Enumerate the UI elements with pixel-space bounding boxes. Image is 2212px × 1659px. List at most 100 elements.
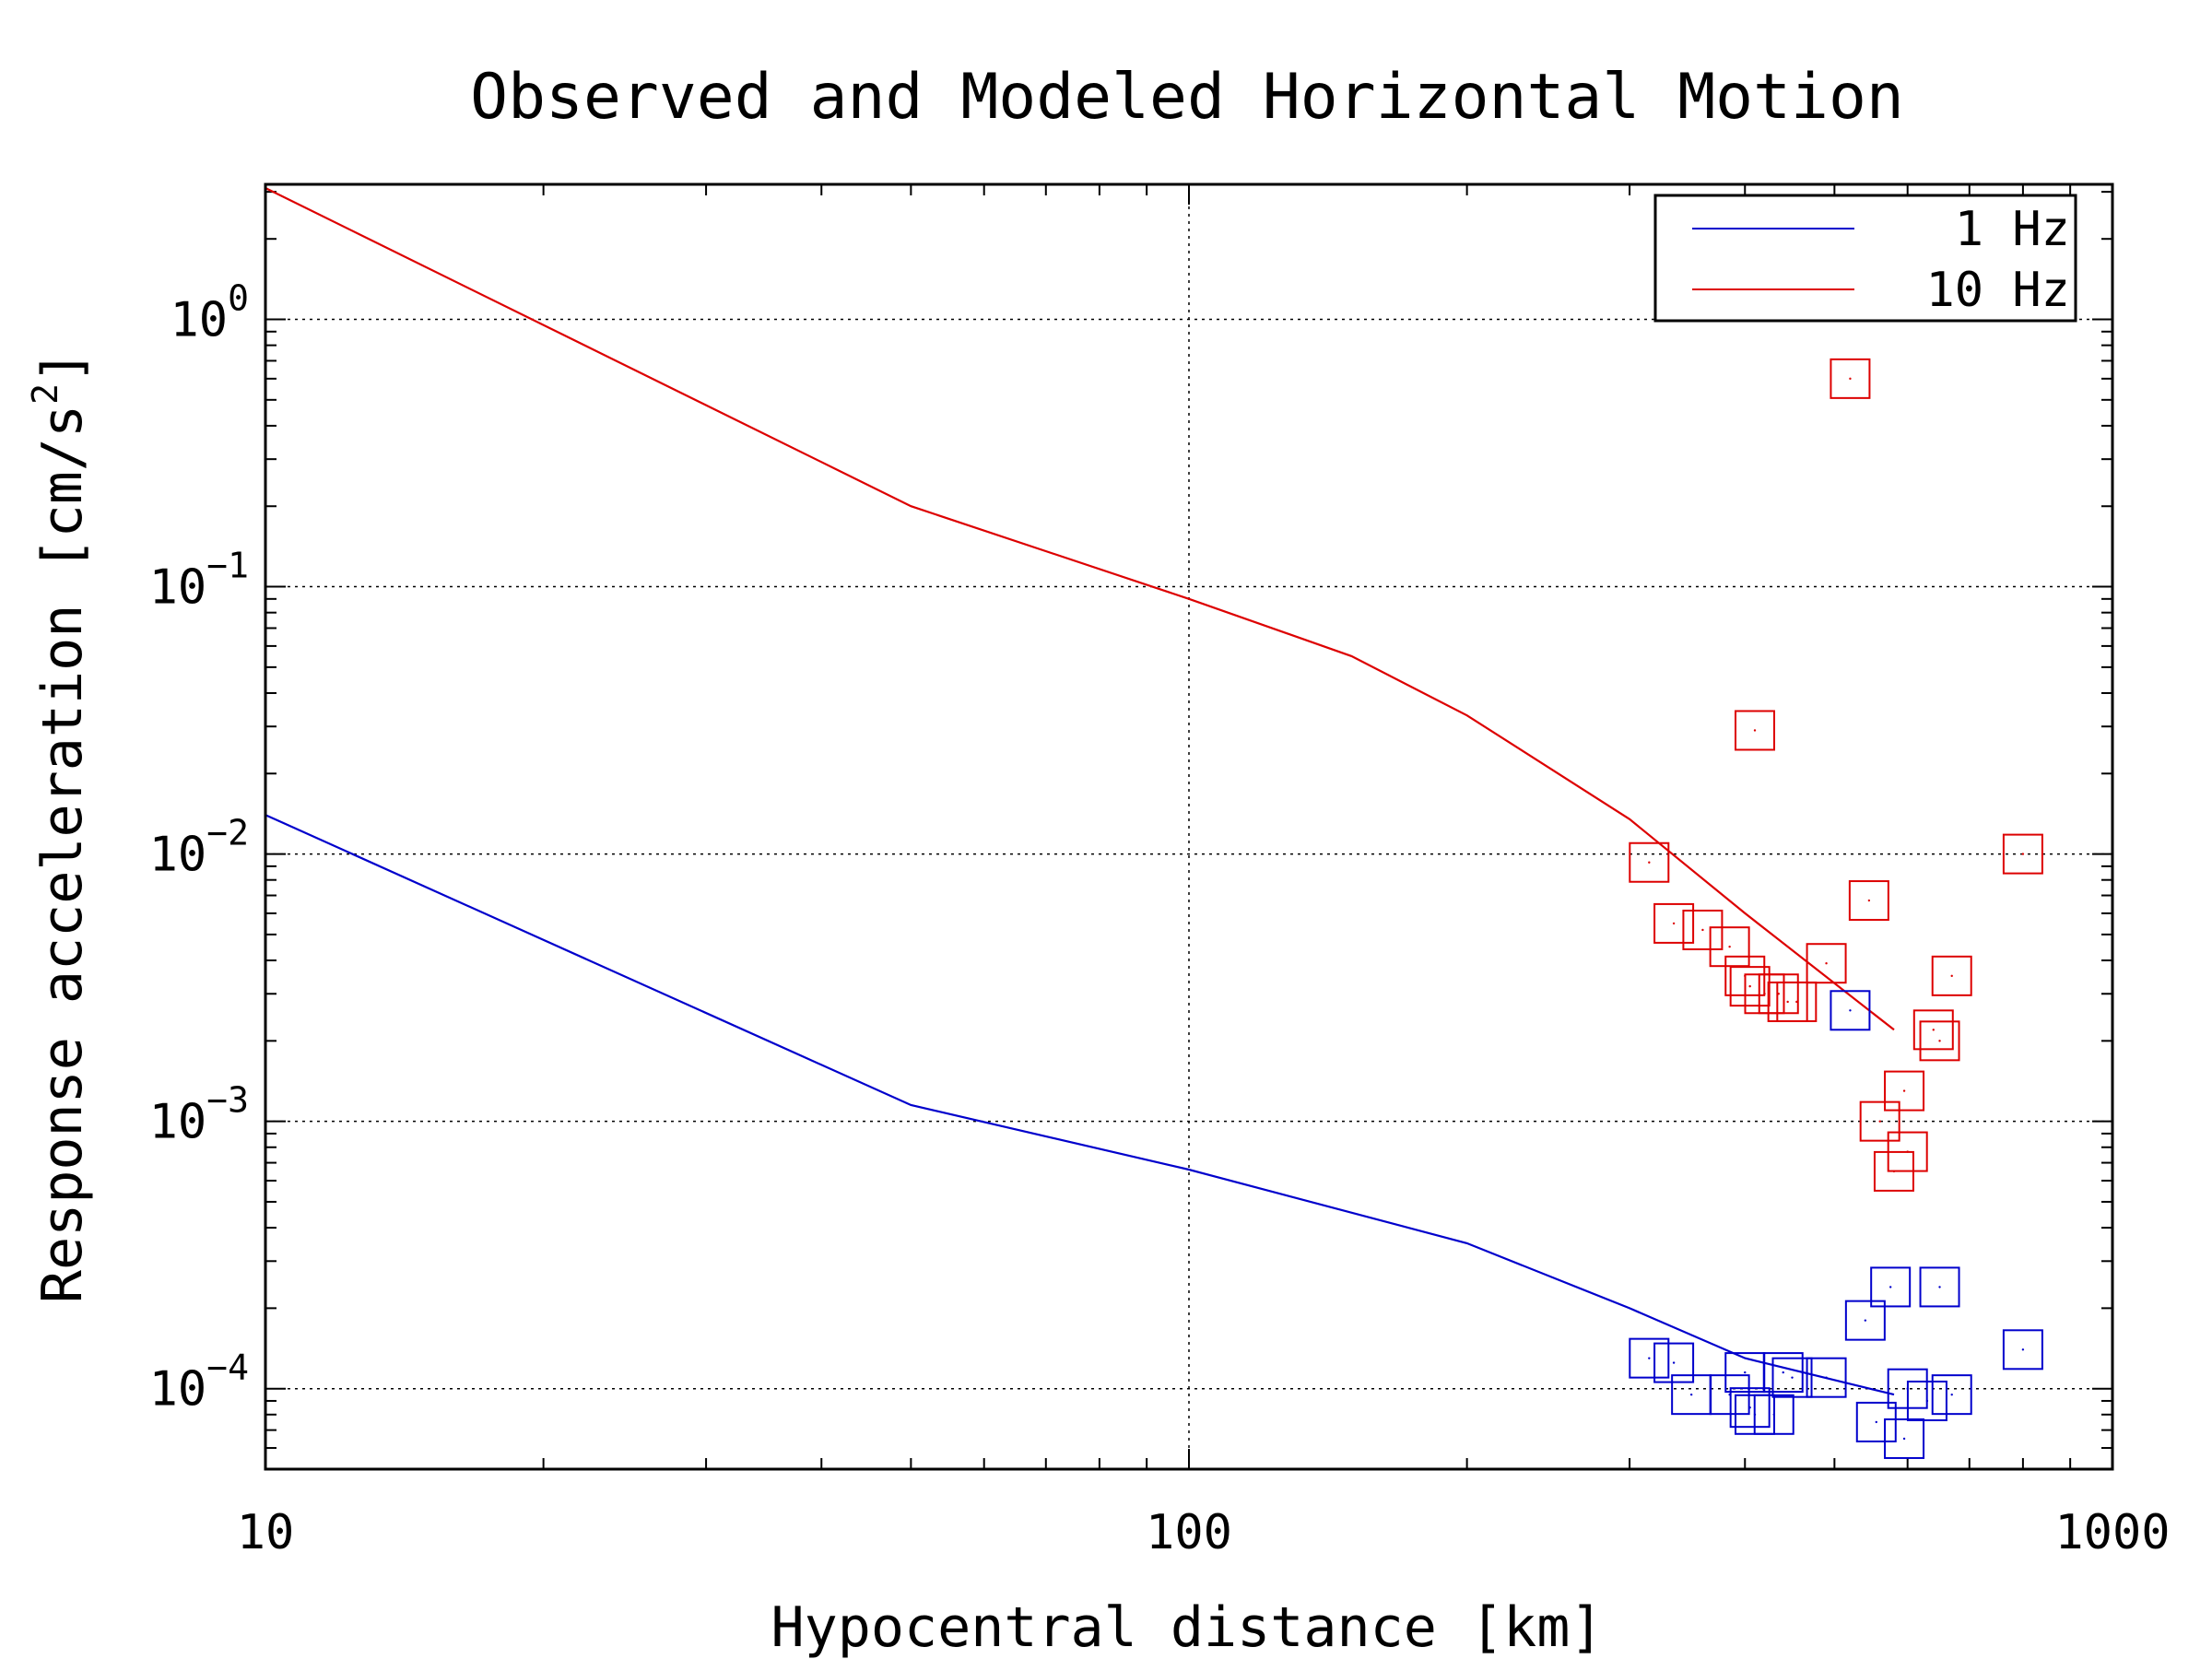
- observation-marker-1hz: [1753, 1394, 1794, 1435]
- observation-center-10hz: [1906, 1150, 1909, 1153]
- observation-center-1hz: [1748, 1406, 1751, 1409]
- observation-marker-10hz: [1758, 973, 1799, 1015]
- observation-center-10hz: [1825, 962, 1828, 965]
- observation-center-10hz: [1849, 377, 1852, 381]
- y-axis-label-close: ]: [30, 350, 95, 383]
- observation-marker-10hz: [1859, 1100, 1900, 1142]
- observation-marker-10hz: [1709, 926, 1750, 968]
- observation-center-1hz: [1950, 1393, 1953, 1396]
- observation-center-1hz: [1849, 1009, 1852, 1012]
- y-tick-label: 100: [170, 278, 249, 348]
- y-tick-exponent: −2: [206, 813, 249, 853]
- observation-center-1hz: [2021, 1348, 2025, 1351]
- observation-center-10hz: [1938, 1040, 1941, 1042]
- x-axis-label: Hypocentral distance [km]: [771, 1595, 1603, 1659]
- observation-center-1hz: [1938, 1286, 1941, 1288]
- observation-marker-1hz: [1906, 1380, 1947, 1421]
- y-tick-base: 10: [170, 293, 228, 348]
- x-tick-label: 1000: [2054, 1505, 2170, 1560]
- chart-title: Observed and Modeled Horizontal Motion: [470, 61, 1904, 134]
- observation-center-10hz: [1753, 729, 1757, 732]
- observation-marker-10hz: [1887, 1131, 1928, 1172]
- observation-marker-1hz: [1884, 1418, 1925, 1459]
- grid-lines: [265, 184, 2112, 1469]
- observation-marker-1hz: [1844, 1300, 1886, 1341]
- y-tick-exponent: 0: [228, 278, 249, 319]
- observation-center-1hz: [1782, 1371, 1784, 1374]
- observation-center-1hz: [1825, 1376, 1828, 1379]
- observation-marker-1hz: [1870, 1266, 1912, 1308]
- observation-center-10hz: [1932, 1029, 1935, 1031]
- observation-center-10hz: [1672, 922, 1676, 925]
- y-tick-exponent: −4: [206, 1347, 249, 1388]
- observation-center-1hz: [1902, 1437, 1906, 1441]
- legend-label-10hz: 10 Hz: [1925, 263, 2070, 318]
- observation-marker-1hz: [1762, 1352, 1804, 1394]
- observation-center-1hz: [1689, 1393, 1693, 1396]
- observation-center-1hz: [1925, 1399, 1929, 1403]
- observation-marker-10hz: [1931, 955, 1972, 996]
- observation-marker-1hz: [2002, 1329, 2043, 1371]
- observation-marker-10hz: [1830, 358, 1871, 399]
- observation-center-1hz: [1744, 1371, 1747, 1374]
- observation-marker-10hz: [1806, 943, 1847, 984]
- observation-marker-10hz: [1848, 880, 1889, 922]
- legend-label-1hz: 1 Hz: [1955, 202, 2070, 257]
- model-lines: [265, 187, 1895, 1396]
- y-tick-base: 10: [149, 560, 207, 616]
- observation-marker-10hz: [1629, 841, 1670, 883]
- observation-center-1hz: [1888, 1286, 1892, 1288]
- y-axis-label-superscript: 2: [25, 383, 65, 405]
- observation-center-10hz: [1950, 974, 1953, 978]
- observation-marker-1hz: [1771, 1357, 1813, 1398]
- observation-center-10hz: [1748, 984, 1751, 988]
- observation-marker-1hz: [1931, 1374, 1972, 1416]
- observation-center-1hz: [1864, 1319, 1867, 1322]
- y-tick-label: 10−2: [149, 813, 249, 883]
- observation-marker-10hz: [1919, 1020, 1960, 1062]
- observation-marker-1hz: [1855, 1401, 1897, 1442]
- observation-center-10hz: [1648, 861, 1651, 864]
- observation-marker-1hz: [1830, 990, 1871, 1031]
- observation-marker-10hz: [1884, 1070, 1925, 1112]
- observation-marker-10hz: [1729, 966, 1771, 1007]
- y-axis-label-main: Response acceleration [cm/s: [30, 405, 95, 1303]
- observation-center-1hz: [1672, 1361, 1676, 1364]
- model-line-10hz: [265, 187, 1895, 1031]
- observation-points: [1629, 358, 2043, 1459]
- x-tick-labels: 10 100 1000: [237, 1505, 2171, 1560]
- y-axis-label: Response acceleration [cm/s2]: [25, 350, 95, 1303]
- legend: 1 Hz 10 Hz: [1653, 194, 2077, 323]
- observation-marker-1hz: [1919, 1266, 1960, 1308]
- observation-marker-10hz: [1912, 1009, 1954, 1051]
- observation-center-1hz: [1648, 1357, 1651, 1359]
- observation-center-10hz: [1867, 899, 1871, 902]
- y-tick-label: 10−4: [149, 1347, 249, 1418]
- observation-center-1hz: [1772, 1413, 1775, 1416]
- observation-center-10hz: [1902, 1089, 1906, 1092]
- observation-center-1hz: [1875, 1420, 1877, 1424]
- plot-frame: [264, 182, 2114, 1471]
- x-tick-label: 10: [237, 1505, 295, 1560]
- observation-center-1hz: [1791, 1376, 1794, 1379]
- legend-box: [1653, 194, 2077, 323]
- y-tick-label: 10−3: [149, 1080, 249, 1150]
- observation-center-10hz: [2021, 853, 2025, 855]
- observation-marker-10hz: [1682, 909, 1724, 950]
- observation-marker-10hz: [1735, 710, 1776, 751]
- observation-center-10hz: [1701, 928, 1704, 932]
- observation-marker-10hz: [1776, 981, 1818, 1022]
- y-tick-exponent: −3: [206, 1080, 249, 1121]
- y-tick-base: 10: [149, 828, 207, 883]
- observation-marker-10hz: [1653, 902, 1695, 944]
- observation-marker-10hz: [2002, 833, 2043, 875]
- y-tick-exponent: −1: [206, 546, 249, 586]
- observation-center-10hz: [1763, 993, 1766, 995]
- observation-center-10hz: [1786, 1000, 1789, 1004]
- observation-center-10hz: [1878, 1120, 1881, 1123]
- y-tick-base: 10: [149, 1362, 207, 1418]
- observation-center-10hz: [1795, 1000, 1798, 1004]
- observation-marker-1hz: [1806, 1357, 1847, 1398]
